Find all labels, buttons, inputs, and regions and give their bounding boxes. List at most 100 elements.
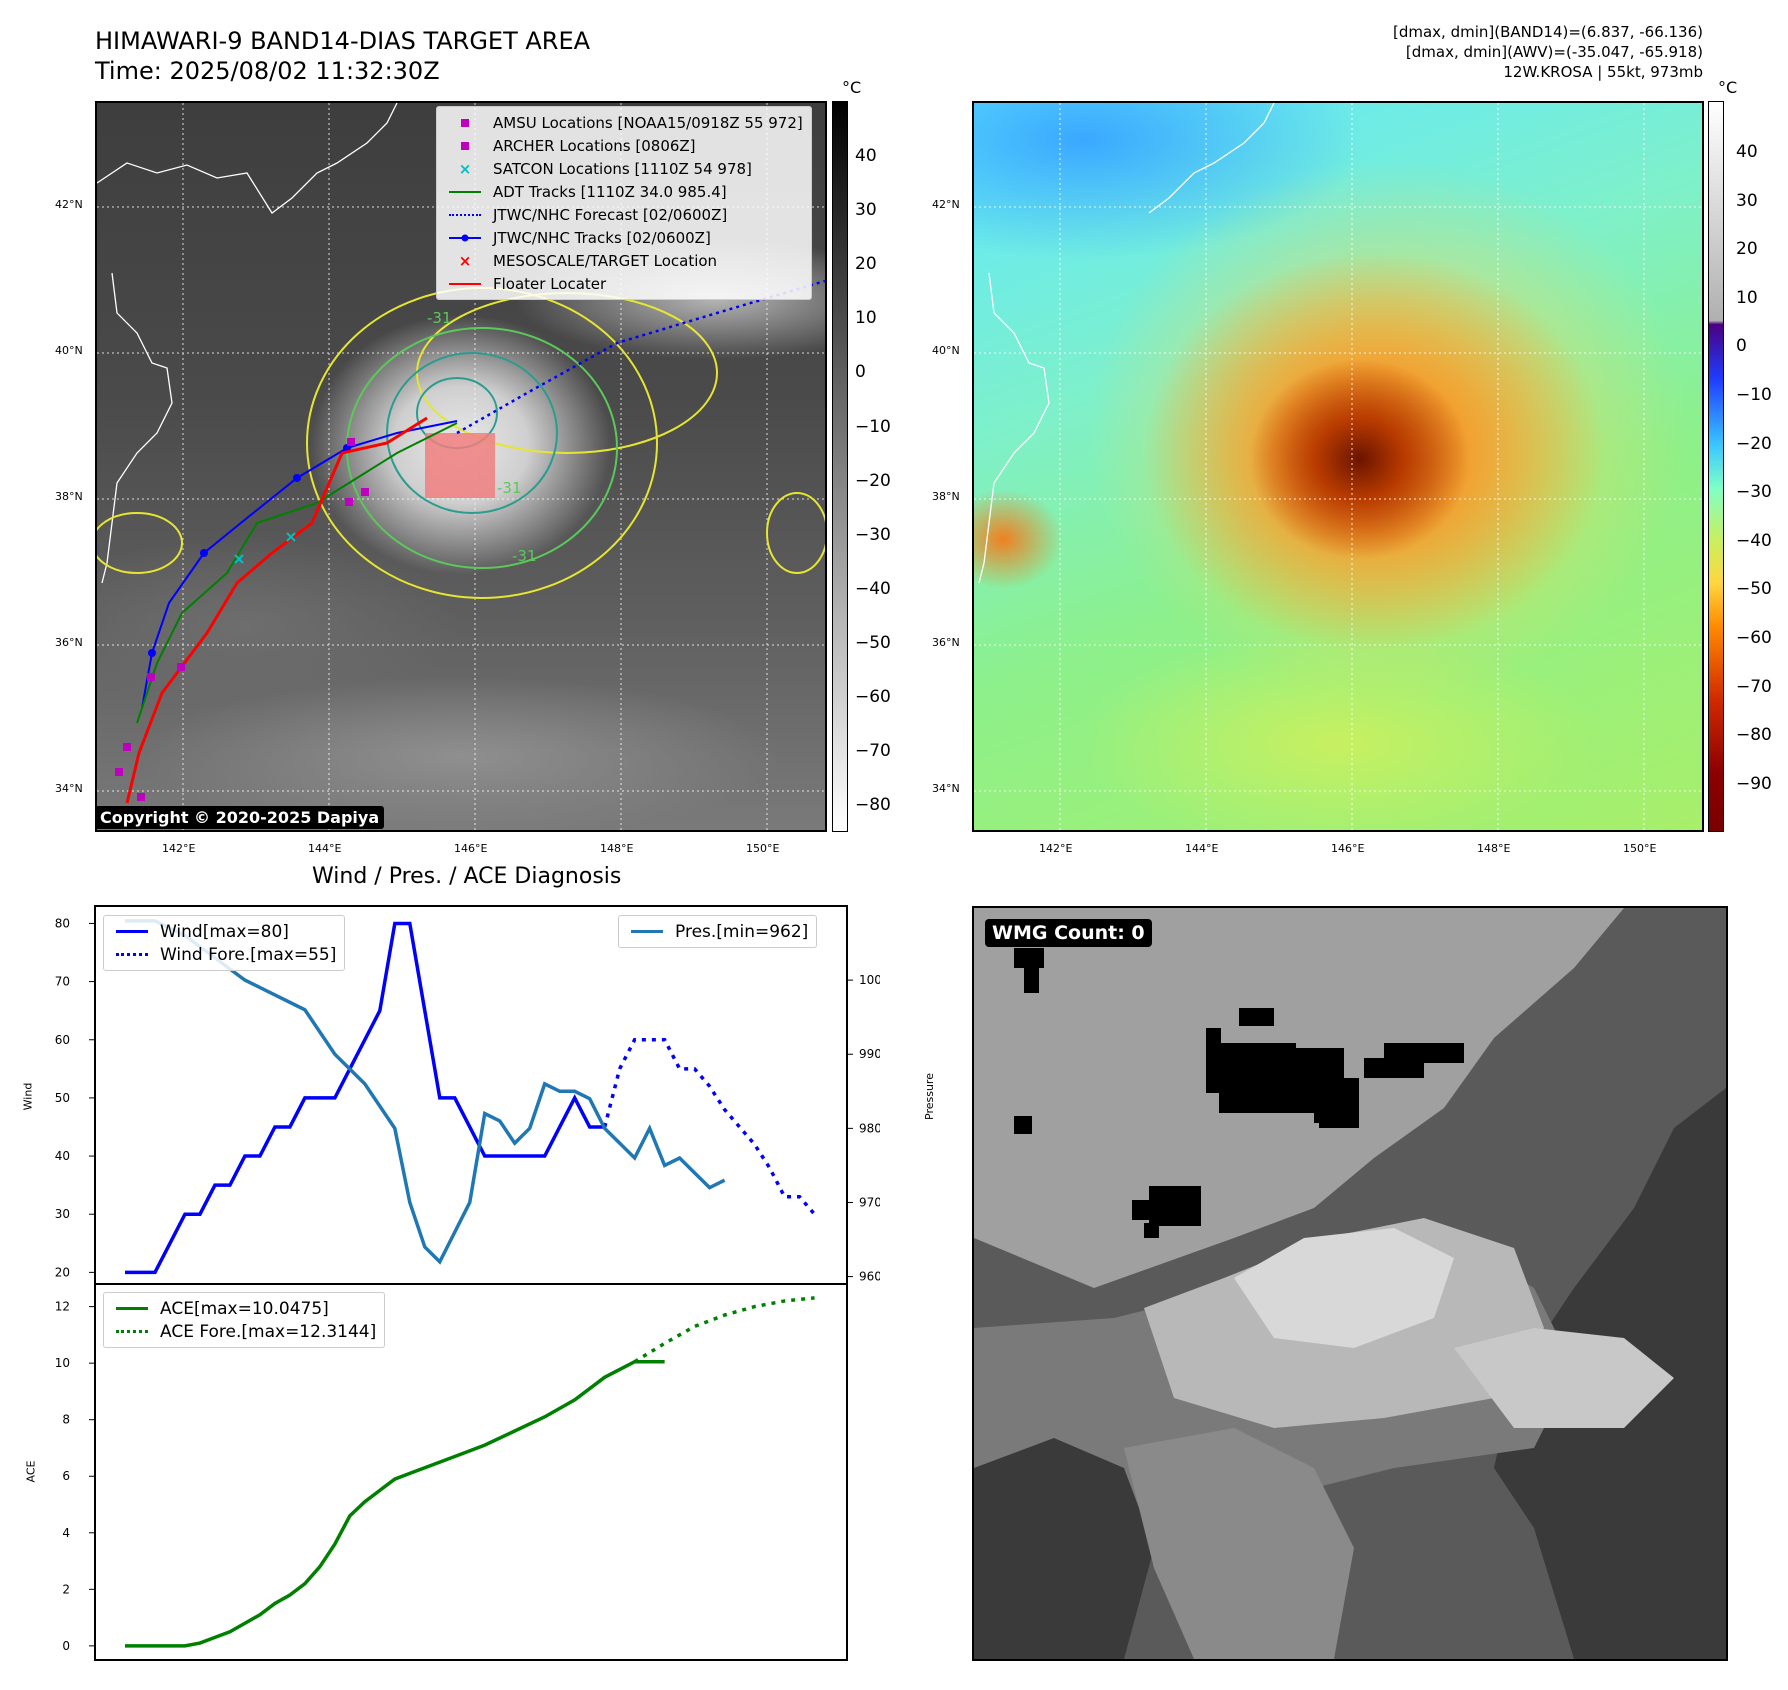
- colorbar-tick-label: −40: [855, 578, 891, 599]
- legend-label: ACE[max=10.0475]: [160, 1298, 329, 1319]
- lon-label-142-right: 142°E: [1039, 842, 1073, 855]
- colorbar-tick-label: −80: [1736, 725, 1772, 746]
- info-line-1: [dmax, dmin](BAND14)=(6.837, -66.136): [1392, 23, 1703, 41]
- awv-map-panel: [972, 101, 1704, 832]
- info-block: [dmax, dmin](BAND14)=(6.837, -66.136) [d…: [1393, 22, 1703, 82]
- lat-label-38: 38°N: [55, 490, 83, 503]
- legend-item-satcon: × SATCON Locations [1110Z 54 978]: [458, 159, 752, 178]
- colorbar-tick-label: −80: [855, 795, 891, 816]
- wind-tick-label: 60: [55, 1033, 70, 1047]
- legend-label: Wind[max=80]: [160, 921, 289, 942]
- ace-legend: ACE[max=10.0475] ACE Fore.[max=12.3144]: [103, 1292, 386, 1348]
- pressure-axis-label: Pressure: [922, 1073, 936, 1120]
- figure-title: HIMAWARI-9 BAND14-DIAS TARGET AREA Time:…: [95, 26, 590, 86]
- lat-label-40: 40°N: [55, 344, 83, 357]
- pressure-tick-label: 990: [859, 1047, 880, 1061]
- lon-label-146-right: 146°E: [1331, 842, 1365, 855]
- colorbar-tick-label: −10: [855, 416, 891, 437]
- legend-item-mesoscale: × MESOSCALE/TARGET Location: [458, 251, 718, 270]
- lon-label-144-right: 144°E: [1185, 842, 1219, 855]
- colorbar-tick-label: 40: [855, 146, 877, 166]
- colorbar-tick-label: −70: [1736, 676, 1772, 697]
- wmg-image: [974, 908, 1726, 1659]
- legend-item-wind-fore: Wind Fore.[max=55]: [112, 943, 336, 966]
- wmg-count-badge: WMG Count: 0: [985, 919, 1152, 947]
- colorbar-tick-label: −90: [1736, 773, 1772, 794]
- wind-tick-label: 30: [55, 1207, 70, 1221]
- series-line-ace-max-: [125, 1359, 665, 1648]
- lat-label-42-right: 42°N: [932, 198, 960, 211]
- lon-label-150: 150°E: [746, 842, 780, 855]
- colorbar-tick-label: −10: [1736, 385, 1772, 405]
- colorbar-tick-label: −20: [1736, 433, 1772, 454]
- lat-label-38-right: 38°N: [932, 490, 960, 503]
- legend-label: MESOSCALE/TARGET Location: [493, 251, 718, 270]
- lon-label-148: 148°E: [600, 842, 634, 855]
- lat-label-36-right: 36°N: [932, 636, 960, 649]
- colorbar-tick-label: −30: [1736, 482, 1772, 503]
- legend-label: ARCHER Locations [0806Z]: [493, 136, 696, 155]
- pressure-tick-label: 970: [859, 1195, 880, 1209]
- wmg-panel: [972, 906, 1728, 1661]
- wind-tick-label: 40: [55, 1149, 70, 1163]
- colorbar-tick-label: 20: [1736, 239, 1758, 260]
- ace-tick-label: 4: [62, 1526, 70, 1540]
- colorbar-tick-label: 30: [855, 200, 877, 221]
- wind-tick-label: 20: [55, 1265, 70, 1279]
- colorbar-tick-label: 0: [1736, 336, 1747, 357]
- wind-legend: Wind[max=80] Wind Fore.[max=55]: [103, 915, 346, 971]
- lat-label-36: 36°N: [55, 636, 83, 649]
- ace-axis-label: ACE: [24, 1460, 38, 1483]
- legend-item-wind: Wind[max=80]: [112, 920, 336, 943]
- colorbar-tick-label: −60: [855, 687, 891, 707]
- legend-label: Pres.[min=962]: [675, 921, 809, 942]
- series-line-ace-fore-max-: [633, 1296, 815, 1364]
- ace-tick-label: 6: [62, 1469, 70, 1483]
- legend-label: AMSU Locations [NOAA15/0918Z 55 972]: [493, 113, 803, 132]
- colorbar-left-unit: °C: [842, 78, 862, 97]
- wind-tick-label: 50: [55, 1091, 70, 1105]
- series-line-wind-max-: [125, 921, 605, 1275]
- colorbar-tick-label: −50: [855, 632, 891, 653]
- colorbar-tick-label: −50: [1736, 579, 1772, 600]
- colorbar-tick-label: −70: [855, 741, 891, 762]
- title-line-2: Time: 2025/08/02 11:32:30Z: [95, 57, 440, 85]
- colorbar-tick-label: −40: [1736, 530, 1772, 551]
- colorbar-tick-label: 40: [1736, 142, 1758, 162]
- pressure-legend: Pres.[min=962]: [618, 915, 818, 948]
- colorbar-left: [832, 101, 848, 832]
- legend-item-floater: Floater Locater: [445, 272, 803, 295]
- colorbar-tick-label: −20: [855, 470, 891, 491]
- ace-tick-label: 10: [55, 1356, 70, 1370]
- colorbar-tick-label: 20: [855, 254, 877, 275]
- colorbar-right-unit: °C: [1718, 78, 1738, 97]
- title-line-1: HIMAWARI-9 BAND14-DIAS TARGET AREA: [95, 27, 591, 55]
- ace-tick-label: 8: [62, 1413, 70, 1427]
- series-line-pres-min-: [125, 919, 726, 1265]
- wind-tick-label: 80: [55, 916, 70, 930]
- legend-item-ace: ACE[max=10.0475]: [112, 1297, 376, 1320]
- legend-item-jtwc-forecast: JTWC/NHC Forecast [02/0600Z]: [445, 203, 803, 226]
- info-line-3: 12W.KROSA | 55kt, 973mb: [1503, 63, 1703, 81]
- legend-label: SATCON Locations [1110Z 54 978]: [493, 159, 752, 178]
- ace-tick-label: 2: [62, 1582, 70, 1596]
- wind-tick-label: 70: [55, 975, 70, 989]
- colorbar-tick-label: 30: [1736, 190, 1758, 211]
- ace-tick-label: 12: [55, 1300, 70, 1314]
- legend-item-jtwc-tracks: JTWC/NHC Tracks [02/0600Z]: [445, 226, 803, 249]
- legend-label: Floater Locater: [493, 274, 607, 293]
- lat-label-42: 42°N: [55, 198, 83, 211]
- colorbar-right: [1708, 101, 1724, 832]
- colorbar-tick-label: 10: [855, 308, 877, 329]
- pressure-tick-label: 1000: [859, 973, 880, 987]
- legend-item-ace-fore: ACE Fore.[max=12.3144]: [112, 1320, 376, 1343]
- legend-label: ACE Fore.[max=12.3144]: [160, 1321, 377, 1342]
- copyright-badge: Copyright © 2020-2025 Dapiya: [95, 806, 385, 829]
- legend-label: JTWC/NHC Tracks [02/0600Z]: [493, 228, 711, 247]
- legend-label: ADT Tracks [1110Z 34.0 985.4]: [493, 182, 727, 201]
- legend-label: JTWC/NHC Forecast [02/0600Z]: [493, 205, 728, 224]
- awv-map-overlay: [974, 103, 1702, 830]
- colorbar-tick-label: −30: [855, 524, 891, 545]
- contour-label-3: -31: [512, 547, 537, 565]
- colorbar-tick-label: 0: [855, 362, 866, 383]
